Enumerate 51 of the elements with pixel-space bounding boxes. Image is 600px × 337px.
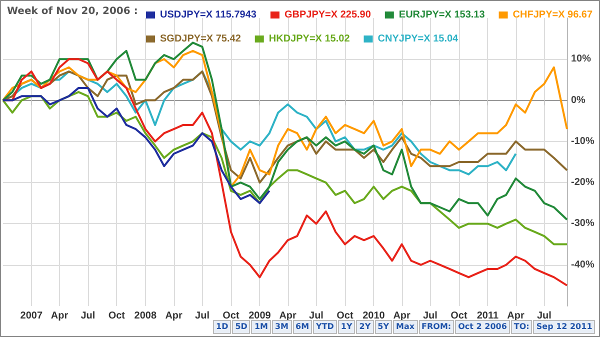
legend-label: SGDJPY=X 75.42 [160,34,242,44]
x-tick-label: Oct [336,310,354,322]
line-series [2,91,568,246]
x-tick-label: 2011 [476,310,499,322]
text: Week of Nov 20, 2006 : [7,6,138,17]
text: Oct 2 2006 [455,320,510,334]
text: Sep 12 2011 [533,320,596,334]
x-tick-label: Oct [222,310,240,322]
x-tick-label: 2007 [20,310,43,322]
x-tick-label: Apr [165,310,183,322]
x-tick-label: 2010 [362,310,386,322]
x-tick-label: Oct [450,310,468,322]
text: 2Y [356,320,374,334]
legend-label: CNYJPY=X 15.04 [378,34,459,44]
legend-label: CHFJPY=X 96.67 [512,10,593,20]
line-series [2,50,568,188]
x-tick-label: Oct [108,310,126,322]
y-tick-label: 0% [571,94,586,106]
text: 1Y [338,320,356,334]
x-tick-label: 2008 [134,310,157,322]
x-tick-label: Apr [393,310,411,322]
y-tick-label: 10% [571,54,592,65]
line-series [2,42,568,221]
text: 1D [213,320,232,334]
y-tick-label: -40% [571,259,594,270]
text: 5D [232,320,250,334]
text: Max [393,320,418,334]
line-series [2,86,270,204]
legend-label: HKDJPY=X 15.02 [268,34,350,44]
x-tick-label: 2009 [248,310,272,322]
x-tick-label: Jul [195,310,210,322]
x-tick-label: Jul [80,310,96,322]
legend-label: USDJPY=X 115.7943 [160,10,257,20]
text: YTD [313,320,337,334]
text: 1M [251,320,271,334]
y-tick-label: -10% [571,136,594,147]
legend-label: EURJPY=X 153.13 [398,10,486,20]
x-tick-label: Apr [50,310,68,322]
text: 3M [272,320,292,334]
x-tick-label: Apr [279,310,297,322]
x-tick-label: Jul [422,310,438,322]
x-tick-label: Jul [309,310,324,322]
y-tick-label: -20% [571,177,594,188]
text: 5Y [374,320,392,334]
text: FROM: [418,320,454,334]
x-tick-label: Jul [536,310,552,322]
x-tick-label: Apr [507,310,524,322]
y-tick-label: -30% [571,218,594,230]
text: 6M [292,320,312,334]
text: TO: [510,320,532,334]
legend-label: GBPJPY=X 225.90 [284,10,372,20]
